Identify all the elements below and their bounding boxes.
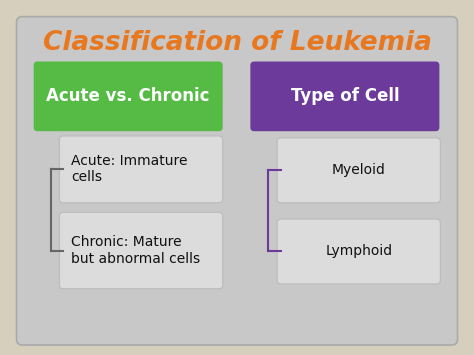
FancyBboxPatch shape (34, 61, 223, 131)
Text: Classification of Leukemia: Classification of Leukemia (43, 31, 431, 56)
FancyBboxPatch shape (277, 219, 440, 284)
Text: Acute vs. Chronic: Acute vs. Chronic (46, 87, 210, 105)
FancyBboxPatch shape (59, 136, 223, 203)
FancyBboxPatch shape (17, 17, 457, 345)
FancyBboxPatch shape (250, 61, 439, 131)
Text: Acute: Immature
cells: Acute: Immature cells (71, 154, 187, 185)
Text: Myeloid: Myeloid (332, 163, 386, 178)
Text: Lymphoid: Lymphoid (325, 245, 392, 258)
FancyBboxPatch shape (277, 138, 440, 203)
Text: Chronic: Mature
but abnormal cells: Chronic: Mature but abnormal cells (71, 235, 200, 266)
FancyBboxPatch shape (59, 212, 223, 289)
Text: Type of Cell: Type of Cell (291, 87, 399, 105)
